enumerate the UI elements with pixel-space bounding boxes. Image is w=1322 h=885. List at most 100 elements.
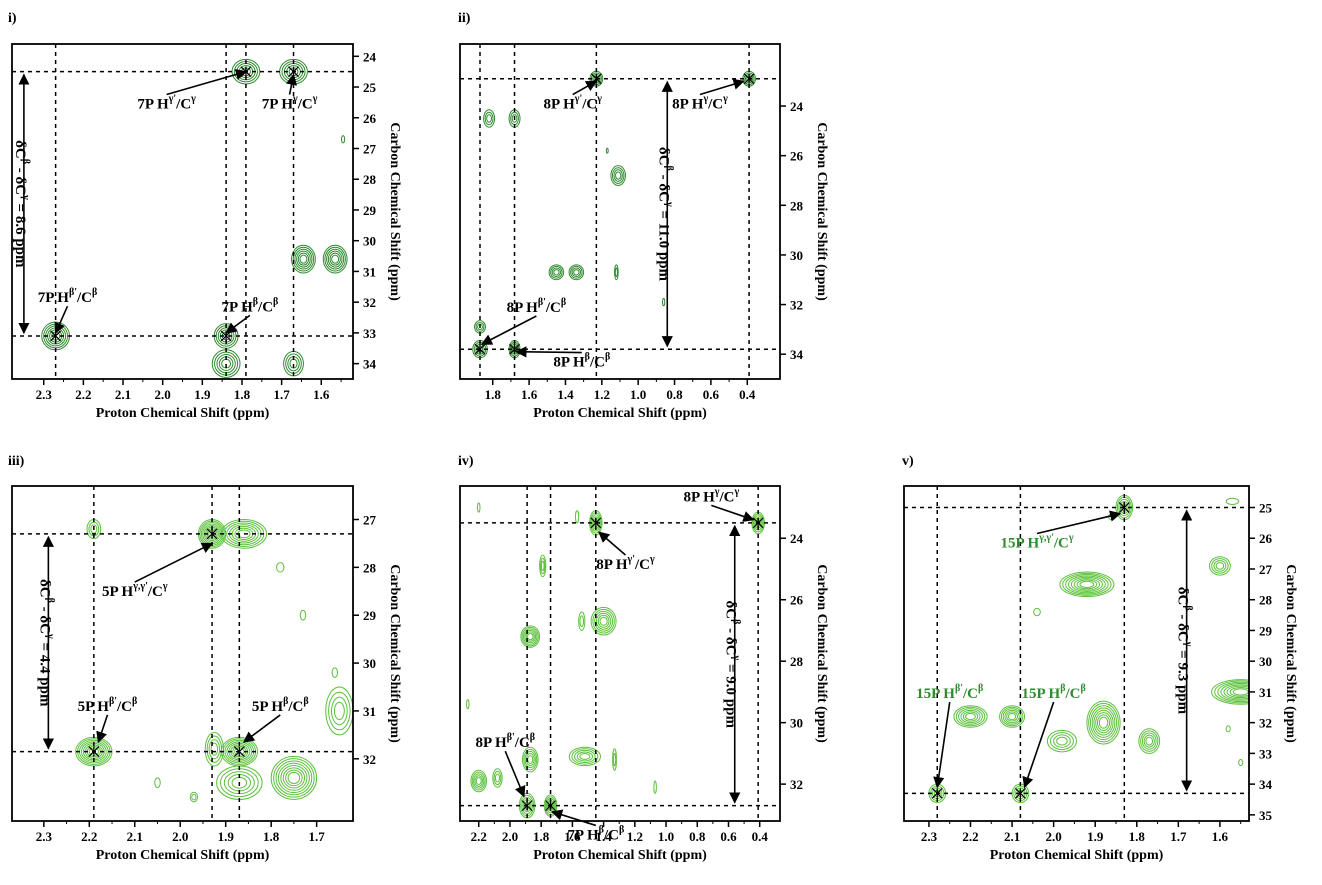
- contour-level: [1089, 705, 1118, 741]
- contour-level: [571, 267, 582, 278]
- peak-annotation: 15P Hβ'/Cβ: [916, 683, 983, 702]
- contour-level: [521, 626, 539, 647]
- contour-peak: [466, 699, 470, 710]
- y-tick-label: 25: [363, 80, 377, 95]
- contour-level: [527, 632, 534, 641]
- y-tick-label: 26: [790, 593, 804, 608]
- peak-annotation-sup2: γ: [1068, 532, 1074, 543]
- y-axis-label: Carbon Chemical Shift (ppm): [387, 122, 402, 301]
- contour-level: [953, 705, 988, 728]
- x-tick-label: 2.2: [81, 829, 97, 844]
- contour-level: [613, 169, 623, 182]
- plot-area: [904, 486, 1249, 821]
- x-tick-label: 1.6: [1212, 829, 1229, 844]
- contour-peak: [953, 705, 988, 728]
- contour-level: [568, 264, 585, 281]
- contour-peak: [1086, 700, 1121, 745]
- delta-label: δCβ - δCγ = 9.3 ppm: [1175, 587, 1194, 715]
- contour-level: [220, 519, 268, 549]
- peak-annotation-mid: /C: [634, 557, 650, 573]
- delta-label: δCβ - δCγ = 11.0 ppm: [655, 147, 674, 282]
- contour-peak: [325, 686, 353, 736]
- peak-annotation: 8P Hγ'/Cγ: [544, 94, 603, 113]
- peak-annotation-sup: γ,γ': [132, 581, 148, 592]
- contour-peak: [204, 731, 224, 767]
- y-tick-label: 27: [1259, 562, 1273, 577]
- x-axis-label: Proton Chemical Shift (ppm): [96, 848, 270, 863]
- x-tick-label: 2.1: [127, 829, 143, 844]
- annotation-arrow: [242, 714, 281, 743]
- y-tick-label: 32: [790, 298, 803, 313]
- contour-peak: [276, 562, 285, 573]
- peak-annotation-main: 8P H: [553, 355, 585, 371]
- contour-level: [958, 708, 983, 725]
- contour-level: [329, 252, 341, 266]
- contour-level: [1238, 759, 1244, 767]
- contour-level: [1059, 571, 1115, 598]
- panel-label: iv): [458, 454, 474, 469]
- y-tick-label: 30: [363, 234, 376, 249]
- contour-peak: [548, 264, 565, 281]
- x-tick-label: 2.0: [502, 829, 518, 844]
- peak-annotation-sup2: γ: [733, 486, 739, 497]
- contour-level: [574, 749, 596, 764]
- y-tick-label: 24: [790, 531, 804, 546]
- y-tick-label: 34: [363, 357, 377, 372]
- x-tick-label: 0.4: [752, 829, 769, 844]
- peak-annotation: 5P Hβ/Cβ: [252, 696, 309, 715]
- contour-level: [191, 793, 197, 801]
- peak-annotation-mid: /C: [603, 827, 619, 843]
- x-tick-label: 1.7: [1170, 829, 1187, 844]
- x-tick-label: 1.7: [274, 387, 291, 402]
- x-tick-label: 2.0: [172, 829, 188, 844]
- contour-level: [1070, 576, 1103, 592]
- contour-level: [331, 254, 340, 264]
- x-tick-label: 2.0: [155, 387, 171, 402]
- contour-level: [578, 611, 586, 631]
- peak-annotation-sup2: β: [303, 696, 308, 707]
- contour-level: [1229, 686, 1249, 697]
- peak-annotation-mid: /C: [147, 584, 163, 600]
- contour-level: [1220, 683, 1249, 701]
- contour-level: [579, 615, 585, 628]
- contour-level: [524, 629, 537, 644]
- annotation-arrow: [711, 504, 755, 522]
- y-tick-label: 28: [790, 654, 804, 669]
- peak-annotation-sup: γ: [292, 94, 298, 105]
- contour-level: [540, 560, 545, 572]
- contour-level: [1049, 732, 1074, 751]
- contour-level: [550, 265, 563, 279]
- contour-level: [955, 706, 986, 727]
- contour-level: [612, 752, 617, 767]
- y-tick-label: 34: [790, 347, 804, 362]
- contour-level: [1141, 732, 1157, 750]
- plot-frame: [11, 43, 354, 380]
- contour-level: [553, 269, 560, 276]
- x-tick-label: 0.6: [720, 829, 737, 844]
- delta-label-part: δC: [36, 579, 52, 598]
- peak-annotation-mid: /C: [257, 299, 273, 315]
- x-tick-label: 1.6: [521, 387, 538, 402]
- contour-level: [539, 557, 546, 575]
- y-tick-label: 24: [790, 99, 804, 114]
- contour-level: [575, 510, 580, 524]
- contour-level: [331, 667, 339, 678]
- contour-peak: [291, 244, 316, 274]
- peak-annotation-main: 8P H: [544, 97, 576, 113]
- contour-level: [612, 748, 617, 771]
- delta-label: δCβ - δCγ = 8.6 ppm: [12, 140, 31, 268]
- contour-level: [1226, 685, 1249, 699]
- contour-level: [1214, 680, 1249, 704]
- panel-label: i): [8, 11, 17, 26]
- delta-label-part: = 8.6 ppm: [12, 200, 28, 268]
- peak-annotation-sup: γ: [714, 486, 720, 497]
- annotation-arrow: [551, 809, 597, 827]
- delta-label-part: δC: [1175, 587, 1191, 606]
- delta-label: δCβ - δCγ = 4.4 ppm: [36, 579, 55, 707]
- y-tick-label: 34: [1259, 777, 1273, 792]
- y-tick-label: 24: [363, 49, 377, 64]
- y-tick-label: 32: [790, 777, 803, 792]
- contour-peak: [605, 147, 609, 154]
- delta-label-part: β: [44, 598, 55, 603]
- contour-level: [475, 321, 485, 332]
